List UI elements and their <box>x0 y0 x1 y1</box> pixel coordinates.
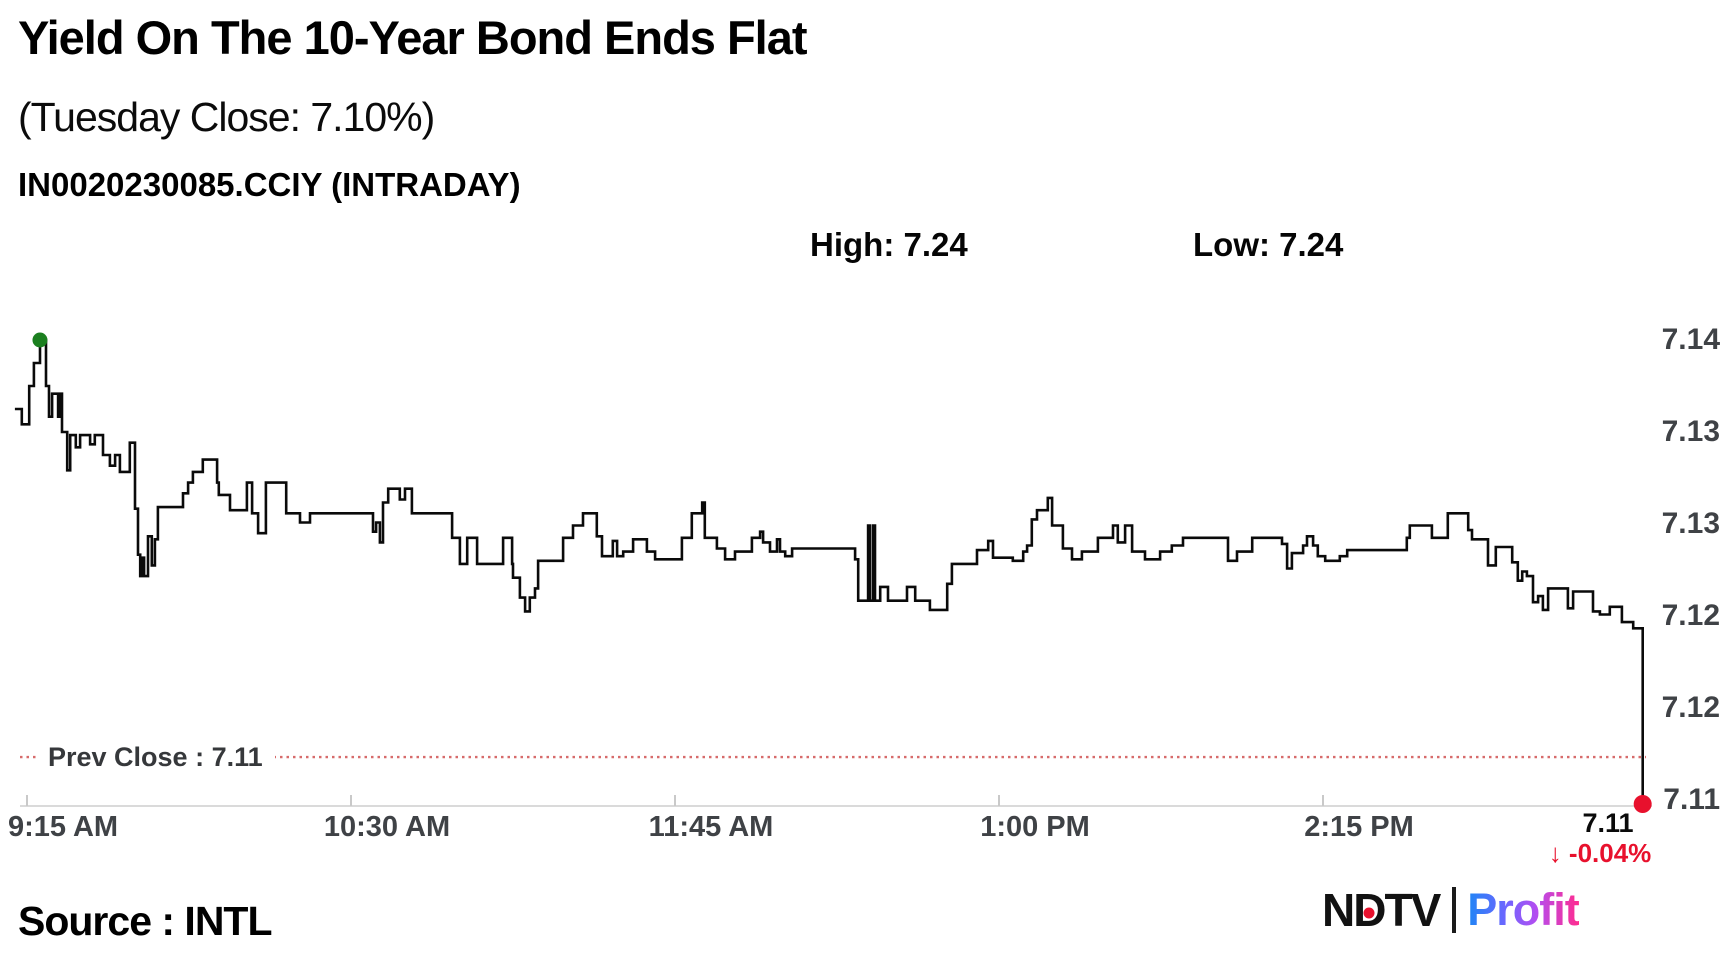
x-axis-label: 2:15 PM <box>1304 811 1414 843</box>
y-axis-label: 7.12 <box>1661 691 1720 724</box>
x-axis-label: 1:00 PM <box>980 811 1090 843</box>
page-title: Yield On The 10-Year Bond Ends Flat <box>18 11 808 64</box>
x-axis-label: 11:45 AM <box>648 811 774 843</box>
low-value-label: Low: 7.24 <box>1193 226 1344 263</box>
price-change-label: ↓ -0.04% <box>1540 838 1660 869</box>
prev-close-label: Prev Close : 7.11 <box>36 738 275 776</box>
high-value-label: High: 7.24 <box>810 226 968 263</box>
ndtv-profit-logo: NDTV Profit <box>1322 884 1580 936</box>
y-axis-label: 7.14 <box>1661 323 1720 356</box>
instrument-ticker: IN0020230085.CCIY (INTRADAY) <box>18 166 521 203</box>
y-axis-label: 7.12 <box>1661 599 1720 632</box>
last-price-label: 7.11 <box>1582 808 1634 838</box>
ndtv-red-dot-icon <box>1363 907 1375 919</box>
ndtv-logo-text: NDTV <box>1322 884 1441 936</box>
y-axis-label: 7.13 <box>1661 507 1720 540</box>
down-arrow-icon: ↓ <box>1548 838 1562 868</box>
yield-price-line <box>14 338 1644 800</box>
open-marker-dot <box>32 332 48 348</box>
x-axis-label: 9:15 AM <box>7 811 119 843</box>
x-axis-label: 10:30 AM <box>323 811 451 843</box>
chart-subtitle: (Tuesday Close: 7.10%) <box>18 94 435 140</box>
logo-separator <box>1452 887 1457 933</box>
y-axis-label: 7.13 <box>1661 415 1720 448</box>
source-attribution: Source : INTL <box>18 898 273 944</box>
profit-logo-text: Profit <box>1467 884 1579 935</box>
price-change-value: -0.04% <box>1568 838 1652 868</box>
